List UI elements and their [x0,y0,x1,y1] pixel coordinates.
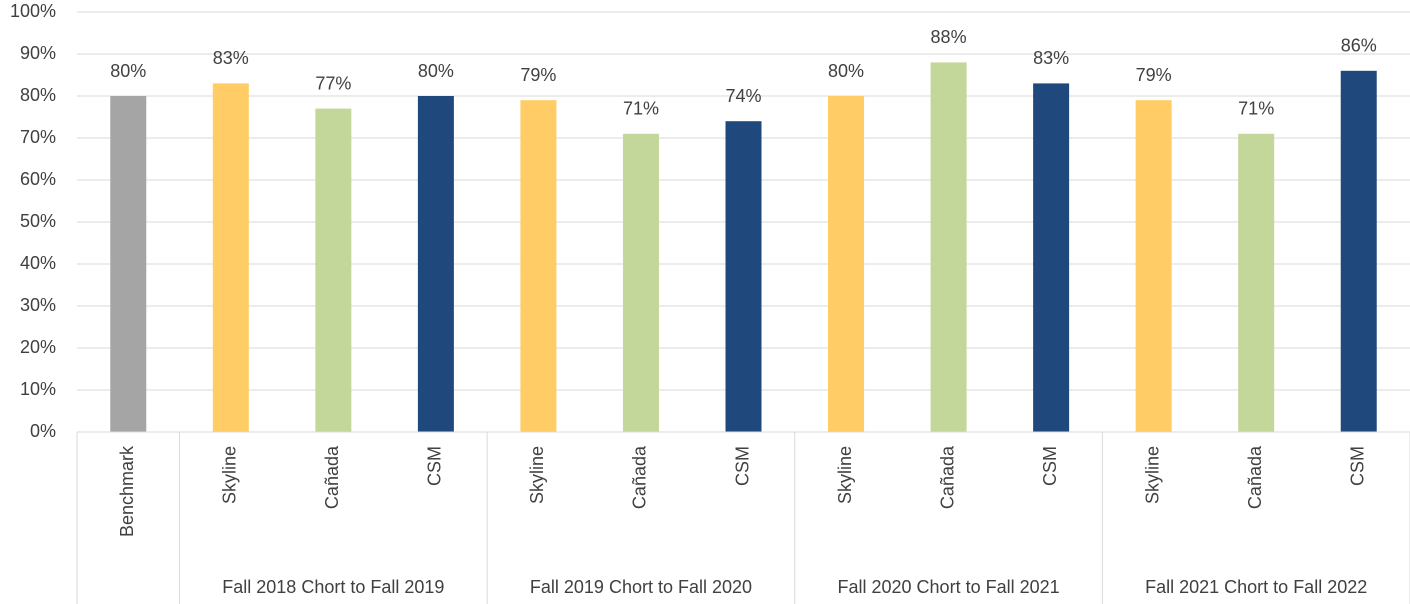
y-tick-label: 0% [30,421,56,441]
x-tick-label: Skyline [835,446,855,504]
bar [930,62,967,433]
group-label: Fall 2020 Chort to Fall 2021 [838,577,1060,597]
y-tick-label: 20% [20,337,56,357]
bar [212,83,249,433]
value-label: 74% [725,86,761,106]
x-tick-label: Cañada [630,445,650,509]
value-label: 79% [520,65,556,85]
bar [725,121,762,432]
value-label: 79% [1136,65,1172,85]
x-tick-label: Skyline [527,446,547,504]
value-label: 83% [1033,48,1069,68]
value-label: 80% [110,61,146,81]
group-label: Fall 2021 Chort to Fall 2022 [1145,577,1367,597]
y-tick-label: 70% [20,127,56,147]
y-tick-label: 80% [20,85,56,105]
x-tick-label: CSM [1040,446,1060,486]
y-tick-label: 50% [20,211,56,231]
x-tick-label: Cañada [322,445,342,509]
bar [520,100,557,432]
value-label: 77% [315,73,351,93]
group-label: Fall 2019 Chort to Fall 2020 [530,577,752,597]
bar [828,96,865,432]
value-label: 71% [1238,99,1274,119]
x-tick-label: Skyline [220,446,240,504]
y-tick-label: 60% [20,169,56,189]
value-label: 88% [931,27,967,47]
value-label: 80% [828,61,864,81]
y-tick-label: 30% [20,295,56,315]
bar [315,108,352,432]
group-label: Fall 2018 Chort to Fall 2019 [222,577,444,597]
x-tick-label: Cañada [937,445,957,509]
x-tick-label: CSM [425,446,445,486]
value-label: 80% [418,61,454,81]
bar [110,96,147,432]
bar [1135,100,1172,432]
y-tick-label: 10% [20,379,56,399]
x-tick-label: Benchmark [117,445,137,537]
value-label: 86% [1341,36,1377,56]
bar [1238,133,1275,433]
x-tick-label: Cañada [1245,445,1265,509]
y-tick-label: 90% [20,43,56,63]
y-tick-label: 100% [10,1,56,21]
value-label: 71% [623,99,659,119]
y-tick-label: 40% [20,253,56,273]
value-label: 83% [213,48,249,68]
bar [1340,70,1377,433]
x-tick-label: CSM [732,446,752,486]
bar [1033,83,1070,433]
bar [417,96,454,432]
bar [622,133,659,433]
x-tick-label: Skyline [1142,446,1162,504]
x-tick-label: CSM [1347,446,1367,486]
